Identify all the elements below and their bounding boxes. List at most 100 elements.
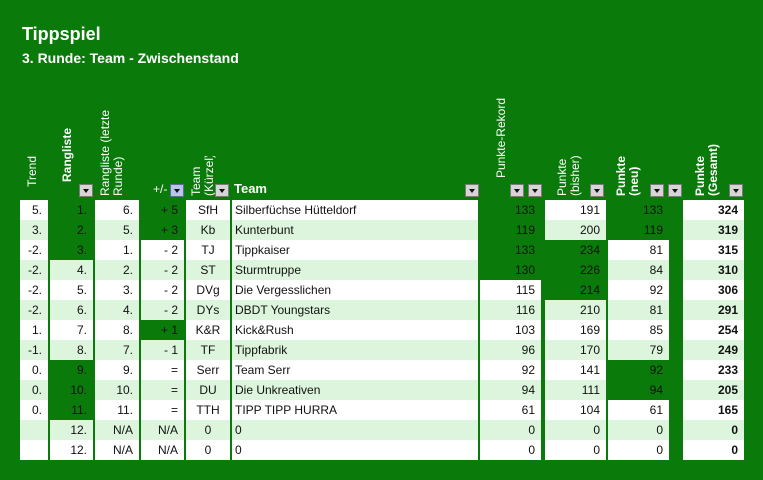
header-bisher: Punkte (bisher) <box>556 155 582 196</box>
gesamt-cell: 324 <box>683 200 744 220</box>
rekord-cell: 130 <box>480 260 541 280</box>
filter-team-kuerzel-dropdown[interactable] <box>215 184 229 197</box>
table-row[interactable]: -2. 5. 3. - 2 DVg Die Vergesslichen 115 214 92 30… <box>0 280 763 300</box>
team-code-cell: TJ <box>186 240 230 260</box>
gesamt-cell: 233 <box>683 360 744 380</box>
team-code-cell: Serr <box>186 360 230 380</box>
table-row[interactable]: 3. 2. 5. + 3 Kb Kunterbunt 119 200 119 319 <box>0 220 763 240</box>
trend-cell: 0. <box>20 400 48 420</box>
rank-cell: 12. <box>50 420 93 440</box>
header-team: Team <box>234 181 267 196</box>
table-row[interactable]: 12. N/A N/A 0 0 0 0 0 0 <box>0 440 763 460</box>
filter-neu-dropdown[interactable] <box>650 184 664 197</box>
neu-cell: 79 <box>608 340 669 360</box>
team-code-cell: 0 <box>186 420 230 440</box>
rekord-cell: 133 <box>480 200 541 220</box>
team-name-cell: Kunterbunt <box>232 220 478 240</box>
rank-cell: 1. <box>50 200 93 220</box>
gesamt-cell: 315 <box>683 240 744 260</box>
trend-cell: -2. <box>20 260 48 280</box>
table-row[interactable]: 0. 10. 10. = DU Die Unkreativen 94 111 94 205 <box>0 380 763 400</box>
rekord-cell: 133 <box>480 240 541 260</box>
rekord-cell: 61 <box>480 400 541 420</box>
trend-cell: 1. <box>20 320 48 340</box>
trend-cell: 0. <box>20 360 48 380</box>
table-row[interactable]: 0. 11. 11. = TTH TIPP TIPP HURRA 61 104 61 165 <box>0 400 763 420</box>
bisher-cell: 111 <box>545 380 606 400</box>
team-name-cell: Silberfüchse Hütteldorf <box>232 200 478 220</box>
rekord-cell: 94 <box>480 380 541 400</box>
rekord-cell: 116 <box>480 300 541 320</box>
filter-neu-extra-dropdown[interactable] <box>668 184 682 197</box>
gesamt-cell: 291 <box>683 300 744 320</box>
neu-cell: 94 <box>608 380 669 400</box>
table-row[interactable]: 5. 1. 6. + 5 SfH Silberfüchse Hütteldorf 133 19… <box>0 200 763 220</box>
prev-rank-cell: 3. <box>95 280 139 300</box>
diff-cell: + 5 <box>141 200 184 220</box>
filter-rangliste-dropdown[interactable] <box>79 184 93 197</box>
prev-rank-cell: N/A <box>95 420 139 440</box>
rekord-cell: 0 <box>480 420 541 440</box>
team-name-cell: Team Serr <box>232 360 478 380</box>
filter-rekord-dropdown[interactable] <box>510 184 524 197</box>
diff-cell: - 2 <box>141 260 184 280</box>
filter-diff-dropdown[interactable] <box>170 184 184 197</box>
table-row[interactable]: -2. 6. 4. - 2 DYs DBDT Youngstars 116 210 81 291 <box>0 300 763 320</box>
rekord-cell: 115 <box>480 280 541 300</box>
neu-cell: 119 <box>608 220 669 240</box>
table-row[interactable]: -2. 3. 1. - 2 TJ Tippkaiser 133 234 81 315 <box>0 240 763 260</box>
rank-cell: 11. <box>50 400 93 420</box>
diff-cell: + 1 <box>141 320 184 340</box>
table-row[interactable]: 0. 9. 9. = Serr Team Serr 92 141 92 233 <box>0 360 763 380</box>
gesamt-cell: 254 <box>683 320 744 340</box>
gesamt-cell: 0 <box>683 440 744 460</box>
bisher-cell: 191 <box>545 200 606 220</box>
filter-gesamt-dropdown[interactable] <box>729 184 743 197</box>
team-code-cell: TTH <box>186 400 230 420</box>
rekord-cell: 103 <box>480 320 541 340</box>
rekord-cell: 96 <box>480 340 541 360</box>
table-row[interactable]: -1. 8. 7. - 1 TF Tippfabrik 96 170 79 249 <box>0 340 763 360</box>
rank-cell: 6. <box>50 300 93 320</box>
diff-cell: = <box>141 400 184 420</box>
neu-cell: 81 <box>608 240 669 260</box>
table-row[interactable]: 12. N/A N/A 0 0 0 0 0 0 <box>0 420 763 440</box>
team-name-cell: Tippkaiser <box>232 240 478 260</box>
team-name-cell: Die Unkreativen <box>232 380 478 400</box>
prev-rank-cell: 11. <box>95 400 139 420</box>
bisher-cell: 169 <box>545 320 606 340</box>
team-code-cell: Kb <box>186 220 230 240</box>
team-name-cell: DBDT Youngstars <box>232 300 478 320</box>
rank-cell: 2. <box>50 220 93 240</box>
trend-cell: -2. <box>20 280 48 300</box>
table-row[interactable]: -2. 4. 2. - 2 ST Sturmtruppe 130 226 84 310 <box>0 260 763 280</box>
trend-cell: -2. <box>20 240 48 260</box>
diff-cell: = <box>141 360 184 380</box>
header-neu: Punkte (neu) <box>615 155 641 196</box>
bisher-cell: 170 <box>545 340 606 360</box>
header-team-kuerzel: Team (Kürzel) <box>190 156 216 196</box>
diff-cell: - 1 <box>141 340 184 360</box>
filter-rekord-extra-dropdown[interactable] <box>528 184 542 197</box>
filter-team-dropdown[interactable] <box>465 184 479 197</box>
team-code-cell: TF <box>186 340 230 360</box>
header-rangliste: Rangliste <box>60 128 74 183</box>
neu-cell: 81 <box>608 300 669 320</box>
rank-cell: 12. <box>50 440 93 460</box>
neu-cell: 0 <box>608 440 669 460</box>
prev-rank-cell: 7. <box>95 340 139 360</box>
neu-cell: 92 <box>608 280 669 300</box>
filter-bisher-dropdown[interactable] <box>590 184 604 197</box>
rank-cell: 9. <box>50 360 93 380</box>
team-name-cell: Die Vergesslichen <box>232 280 478 300</box>
prev-rank-cell: 9. <box>95 360 139 380</box>
prev-rank-cell: N/A <box>95 440 139 460</box>
team-name-cell: Sturmtruppe <box>232 260 478 280</box>
page-subtitle: 3. Runde: Team - Zwischenstand <box>22 50 239 66</box>
table-row[interactable]: 1. 7. 8. + 1 K&R Kick&Rush 103 169 85 254 <box>0 320 763 340</box>
bisher-cell: 0 <box>545 420 606 440</box>
diff-cell: - 2 <box>141 280 184 300</box>
header-diff: +/- <box>153 182 168 196</box>
neu-cell: 84 <box>608 260 669 280</box>
